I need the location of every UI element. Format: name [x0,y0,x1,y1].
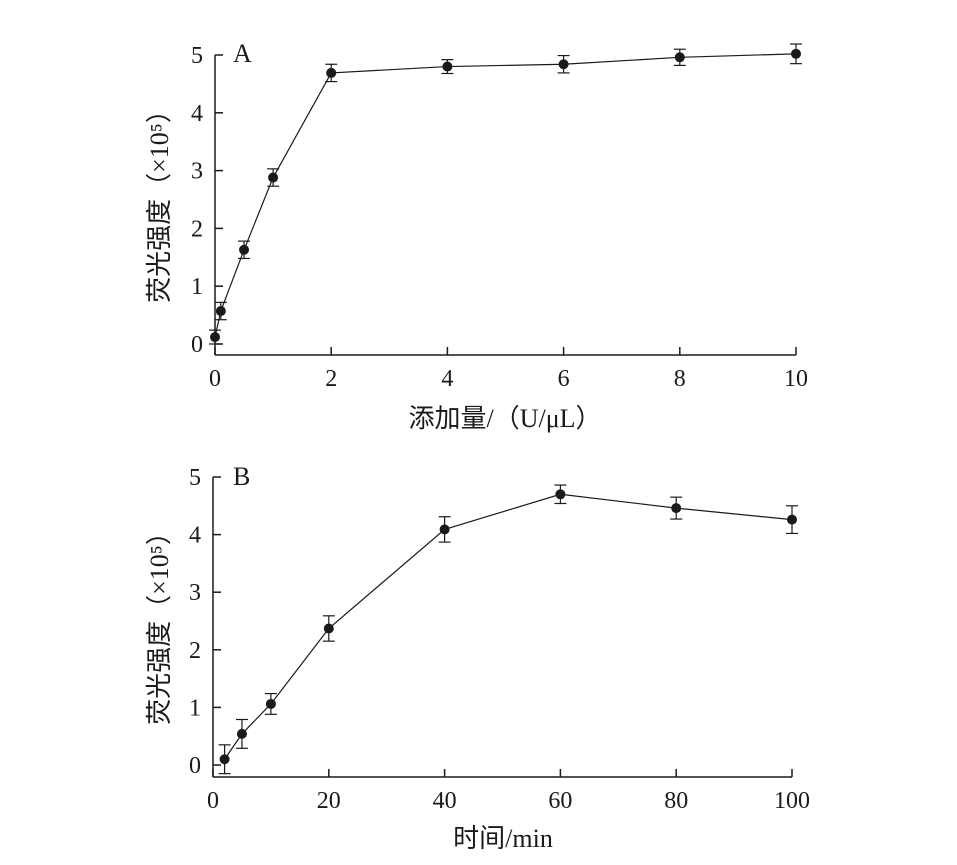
panel-a-x-tick-label: 4 [441,366,453,392]
panel-a-data-point [268,172,279,183]
panel-a-y-axis-title: 荧光强度（×10⁵） [145,97,174,303]
panel-a-y-tick-label: 3 [191,159,203,185]
panel-b-y-tick-label: 3 [189,580,201,606]
panel-b-y-tick-label: 5 [189,465,201,491]
panel-b-data-point [219,754,230,765]
panel-a-label: A [233,39,252,68]
panel-b-y-axis-title: 荧光强度（×10⁵） [145,519,174,725]
panel-a-x-axis-title: 添加量/（U/μL） [408,404,601,433]
panel-b-data-point [439,524,450,535]
panel-a-data-point [210,332,220,343]
panel-b-x-tick-label: 20 [317,788,341,814]
panel-b-x-tick-label: 80 [664,788,688,814]
panel-b-x-tick-label: 60 [548,788,572,814]
panel-a-x-tick-label: 6 [558,366,570,392]
panel-b-x-tick-label: 100 [774,788,810,814]
panel-a-y-tick-label: 2 [191,216,203,242]
panel-a-series-line [214,53,797,338]
panel-a-x-tick-label: 0 [209,366,221,392]
panel-a-data-point [215,306,226,317]
panel-a-y-tick-label: 5 [191,43,203,69]
panel-a-x-tick-label: 10 [784,366,808,392]
panel-b-x-tick-label: 0 [207,788,219,814]
panel-b-y-tick-label: 0 [189,753,201,779]
panel-b-label: B [233,462,250,491]
panel-a-y-tick-label: 0 [191,332,203,358]
panel-b-data-point [323,623,334,634]
panel-b-data-point [555,489,566,500]
panel-b: B 时间/min 荧光强度（×10⁵） 0 1 2 3 4 5 0 20 40 60 80 100 [145,462,810,853]
panel-b-y-tick-label: 1 [189,695,201,721]
panel-a-y-tick-label: 4 [191,101,203,127]
panel-a-x-tick-label: 2 [325,366,337,392]
panel-b-series-line [224,493,793,760]
panel-a-x-tick-label: 8 [674,366,686,392]
panel-a-data-point [558,59,569,70]
panel-a-y-tick-label: 1 [191,274,203,300]
panel-b-y-tick-label: 2 [189,638,201,664]
panel-b-data-point [236,728,247,739]
panel-b-data-point [671,503,682,514]
panel-a-data-point [326,67,337,78]
panel-b-data-point [787,514,797,525]
panel-a: A 添加量/（U/μL） 荧光强度（×10⁵） 0 1 2 3 4 5 0 2 4 6 8 10 [145,39,808,433]
panel-a-data-point [442,61,453,72]
panel-b-y-tick-label: 4 [189,523,201,549]
panel-b-data-point [265,698,276,709]
panel-b-x-axis-title: 时间/min [453,824,553,853]
panel-a-data-point [674,52,685,63]
panel-a-data-point [239,244,250,255]
panel-b-x-tick-label: 40 [433,788,457,814]
panel-a-data-point [791,48,801,59]
